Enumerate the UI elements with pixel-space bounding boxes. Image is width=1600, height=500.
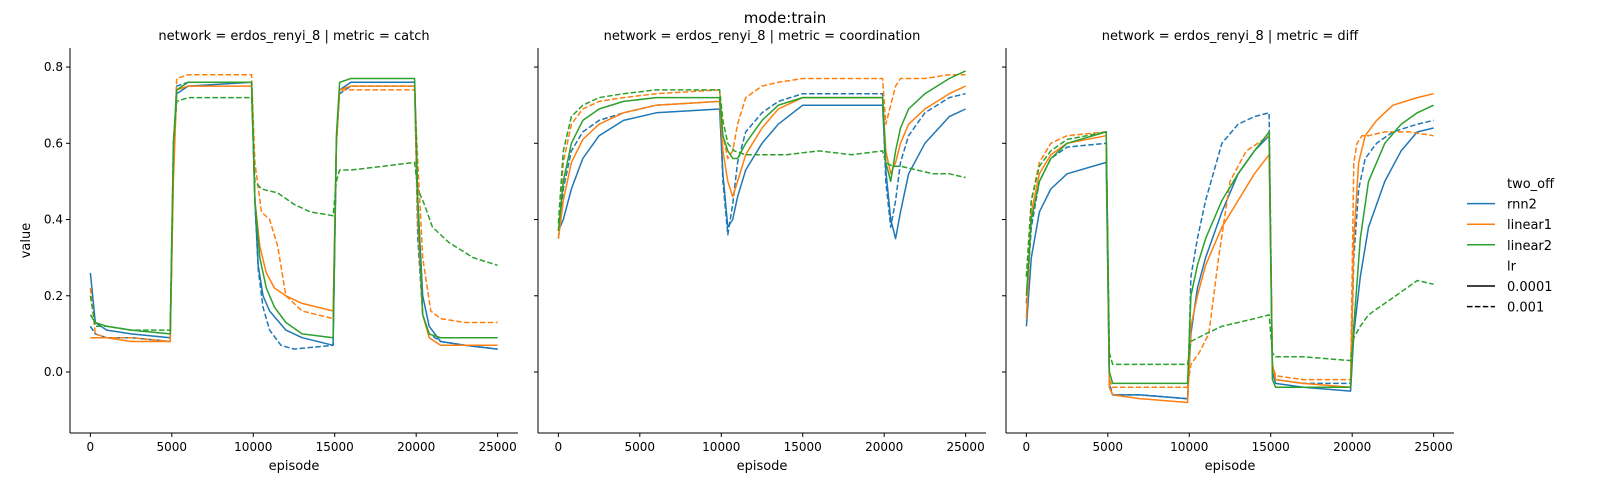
- series-line-linear2-lr-0.001: [1025, 131, 1434, 366]
- x-tick-label: 20000: [397, 440, 435, 454]
- series-line-linear1-lr-0.0001: [90, 85, 498, 347]
- x-tick-label: 10000: [234, 440, 272, 454]
- series-line-linear1-lr-0.0001: [557, 85, 966, 239]
- series-line-linear2-lr-0.0001: [89, 77, 498, 339]
- x-tick-label: 25000: [479, 440, 517, 454]
- panel-1: network = erdos_renyi_8 | metric = catch…: [19, 29, 518, 474]
- series-line-rnn2-lr-0.0001: [89, 81, 498, 350]
- legend-label: 0.0001: [1507, 280, 1553, 295]
- x-tick-label: 5000: [1093, 440, 1124, 454]
- panel-3: network = erdos_renyi_8 | metric = diff 0…: [1002, 29, 1454, 474]
- series-line-rnn2-lr-0.0001: [1025, 127, 1434, 400]
- y-tick-label: 0.8: [44, 60, 63, 74]
- y-tick-label: 0.0: [44, 365, 63, 379]
- x-tick-label: 0: [1023, 440, 1031, 454]
- series-line-rnn2-lr-0.001: [1025, 112, 1434, 400]
- x-tick-label: 20000: [865, 440, 903, 454]
- x-tick-label: 15000: [1252, 440, 1290, 454]
- x-axis-label: episode: [1205, 459, 1256, 474]
- legend-label: linear1: [1507, 218, 1552, 233]
- x-tick-label: 25000: [947, 440, 985, 454]
- series-line-linear2-lr-0.001: [557, 89, 966, 224]
- panel-title: network = erdos_renyi_8 | metric = catch: [158, 29, 429, 44]
- series-line-linear1-lr-0.001: [89, 73, 498, 343]
- y-tick-label: 0.6: [44, 136, 63, 150]
- panel-title: network = erdos_renyi_8 | metric = coord…: [604, 29, 921, 44]
- x-tick-label: 5000: [157, 440, 188, 454]
- x-tick-label: 15000: [316, 440, 354, 454]
- legend: two_off rnn2 linear1 linear2 lr 0.0001 0.001: [1467, 177, 1555, 316]
- legend-title: lr: [1507, 259, 1517, 274]
- series-line-rnn2-lr-0.0001: [557, 104, 966, 240]
- legend-label: rnn2: [1507, 198, 1537, 213]
- legend-label: 0.001: [1507, 301, 1544, 316]
- x-tick-label: 0: [87, 440, 95, 454]
- legend-title: two_off: [1507, 177, 1555, 192]
- x-axis-label: episode: [737, 459, 788, 474]
- x-tick-label: 0: [555, 440, 563, 454]
- series-line-linear1-lr-0.001: [1025, 131, 1434, 389]
- legend-label: linear2: [1507, 239, 1552, 254]
- x-tick-label: 15000: [784, 440, 822, 454]
- x-tick-label: 25000: [1415, 440, 1453, 454]
- y-tick-label: 0.4: [44, 213, 63, 227]
- series-line-linear1-lr-0.001: [557, 73, 966, 232]
- x-tick-label: 10000: [1170, 440, 1208, 454]
- y-axis-label: value: [19, 223, 34, 259]
- panel-title: network = erdos_renyi_8 | metric = diff: [1102, 29, 1359, 44]
- series-line-linear2-lr-0.001: [89, 96, 498, 331]
- y-tick-label: 0.2: [44, 289, 63, 303]
- series-line-linear2-lr-0.0001: [557, 70, 966, 232]
- series-line-linear1-lr-0.0001: [1025, 92, 1434, 404]
- panel-2: network = erdos_renyi_8 | metric = coord…: [534, 29, 986, 474]
- series-line-rnn2-lr-0.001: [89, 81, 498, 350]
- figure-suptitle: mode:train: [744, 9, 827, 27]
- x-tick-label: 5000: [625, 440, 656, 454]
- x-axis-label: episode: [269, 459, 320, 474]
- x-tick-label: 20000: [1333, 440, 1371, 454]
- series-line-linear2-lr-0.0001: [1025, 104, 1434, 389]
- x-tick-label: 10000: [702, 440, 740, 454]
- series-line-rnn2-lr-0.001: [557, 92, 966, 239]
